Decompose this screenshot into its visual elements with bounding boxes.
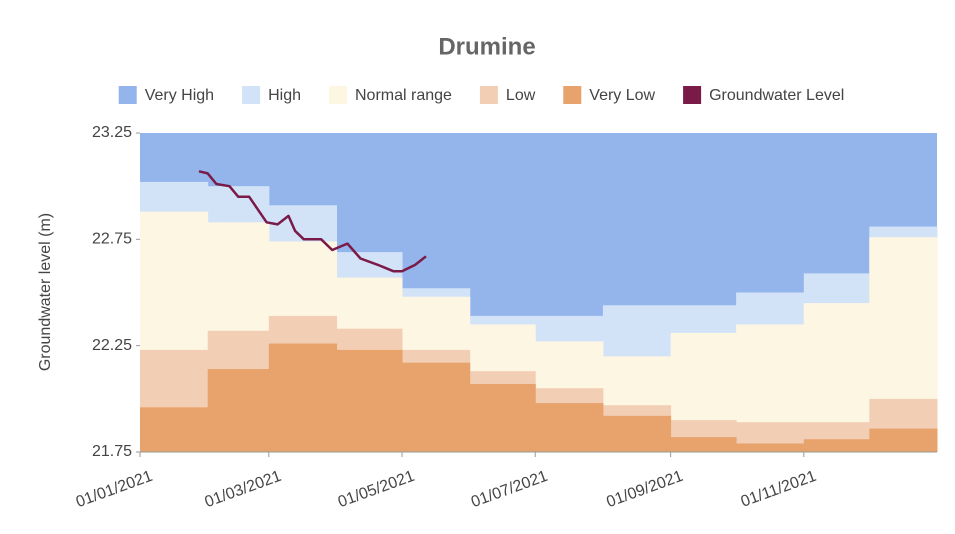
- legend-swatch: [683, 86, 702, 104]
- y-tick-label: 22.25: [92, 337, 132, 354]
- groundwater-line: [198, 170, 427, 273]
- y-tick-label: 22.75: [92, 231, 132, 248]
- legend-label: Normal range: [355, 87, 452, 104]
- y-axis-label: Groundwater level (m): [37, 213, 54, 371]
- legend-label: High: [268, 87, 301, 104]
- legend-swatch: [479, 86, 498, 104]
- y-tick-label: 23.25: [92, 124, 132, 141]
- legend-swatch: [563, 86, 582, 104]
- legend-swatch: [242, 86, 261, 104]
- band-segment: [535, 403, 604, 452]
- band-segment: [736, 443, 805, 452]
- band-segment: [803, 439, 870, 452]
- legend: Very High High Normal range Low Very Low Grou…: [118, 86, 844, 104]
- legend-swatch: [118, 86, 137, 104]
- legend-label: Low: [506, 87, 536, 104]
- chart-title: Drumine: [438, 33, 535, 60]
- band-segment: [402, 362, 471, 452]
- band-segment: [336, 349, 403, 452]
- legend-swatch: [328, 86, 347, 104]
- band-segment: [602, 415, 672, 452]
- y-tick-label: 21.75: [92, 443, 132, 460]
- legend-label: Very High: [145, 87, 214, 104]
- legend-label: Groundwater Level: [709, 87, 844, 104]
- band-segment: [207, 369, 270, 452]
- band-segment: [670, 437, 737, 452]
- band-segment: [268, 343, 338, 452]
- band-segment: [869, 428, 938, 452]
- band-segment: [469, 383, 536, 452]
- legend-label: Very Low: [589, 87, 655, 104]
- band-segment: [140, 407, 209, 452]
